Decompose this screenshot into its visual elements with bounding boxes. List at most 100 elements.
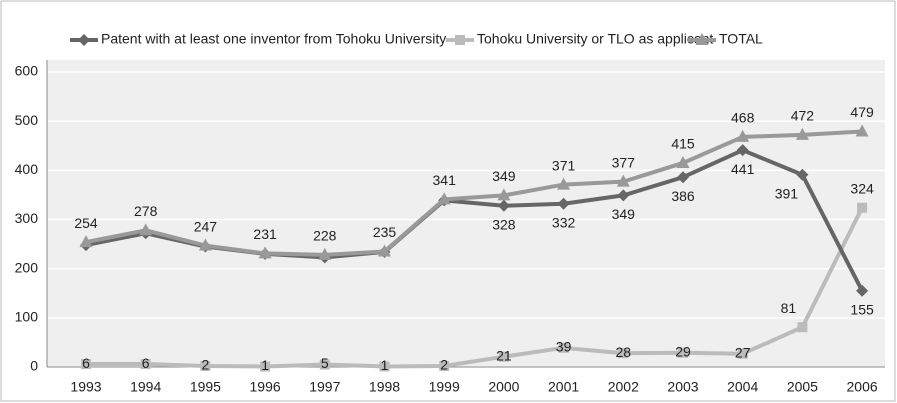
data-label: 21 [496,347,512,363]
data-label: 28 [616,344,632,360]
data-label: 278 [134,203,158,219]
data-label: 391 [775,185,799,201]
x-tick-label: 2004 [727,379,758,395]
data-label: 155 [850,301,874,317]
x-tick-label: 2001 [548,379,579,395]
data-label: 254 [74,215,98,231]
point [557,177,571,190]
data-label: 29 [675,343,691,359]
point [497,199,510,212]
data-label: 349 [492,168,516,184]
data-label: 371 [552,157,576,173]
point [81,359,91,370]
point [497,188,511,201]
point [78,34,90,46]
x-tick-label: 2000 [488,379,519,395]
data-label: 1 [381,357,389,373]
point [676,155,690,168]
plot-area [47,60,885,367]
point [857,202,868,213]
point [736,144,749,157]
y-tick-label: 100 [15,309,39,325]
y-tick-label: 300 [15,210,39,226]
x-tick-label: 1999 [429,379,460,395]
point [260,361,271,372]
point [797,322,808,333]
data-label: 349 [612,206,636,222]
point [558,342,569,353]
point [198,238,212,251]
x-tick-label: 1994 [130,379,161,395]
data-label: 39 [556,339,572,355]
point [737,348,748,359]
point [378,244,391,257]
point [795,127,809,140]
point [736,129,750,142]
point [319,359,330,370]
data-label: 247 [194,218,218,234]
legend-label: Tohoku University or TLO as applicant [477,31,713,47]
data-label: 6 [142,355,150,371]
data-label: 5 [321,355,329,371]
data-label: 386 [671,188,695,204]
data-label: 472 [791,108,815,124]
y-tick-label: 500 [15,112,39,128]
data-label: 2 [202,357,210,373]
data-label: 2 [440,357,448,373]
y-tick-label: 600 [15,63,39,79]
point [618,348,629,359]
x-tick-label: 1997 [309,379,340,395]
point [79,235,93,248]
data-label: 332 [552,214,576,230]
point [677,171,689,184]
point [439,361,450,372]
x-tick-label: 1996 [250,379,281,395]
x-tick-label: 2005 [787,379,818,395]
point [617,189,630,202]
data-label: 341 [433,172,457,188]
x-tick-label: 1998 [369,379,400,395]
data-label: 81 [781,300,797,316]
data-label: 228 [313,228,337,244]
data-label: 441 [731,161,755,177]
data-label: 468 [731,110,755,126]
point [616,174,630,187]
x-tick-label: 1993 [70,379,101,395]
point [258,246,272,259]
point [855,124,869,137]
data-label: 235 [373,224,397,240]
data-label: 324 [850,180,874,196]
point [498,351,509,362]
data-label: 415 [671,136,695,152]
data-label: 27 [735,344,751,360]
point [139,223,153,236]
point [695,33,709,45]
y-tick-label: 200 [15,259,39,275]
point [379,361,390,372]
data-label: 231 [253,226,277,242]
data-label: 328 [492,216,516,232]
data-label: 6 [82,355,90,371]
series-line [86,206,864,369]
y-tick-label: 400 [15,161,39,177]
point [557,197,570,210]
legend-label: TOTAL [719,31,763,47]
data-label: 1 [261,357,269,373]
x-tick-label: 2003 [667,379,698,395]
point [856,284,869,297]
x-tick-label: 2002 [608,379,639,395]
y-tick-label: 0 [30,358,38,374]
point [678,347,688,358]
data-label: 377 [612,154,636,170]
point [318,247,332,260]
point [796,168,809,181]
legend-label: Patent with at least one inventor from T… [101,31,446,47]
point [200,361,211,372]
point [437,192,451,205]
x-tick-label: 1995 [190,379,221,395]
series-line [85,129,863,257]
data-label: 479 [850,104,874,120]
point [455,35,465,45]
x-tick-label: 2006 [847,379,878,395]
